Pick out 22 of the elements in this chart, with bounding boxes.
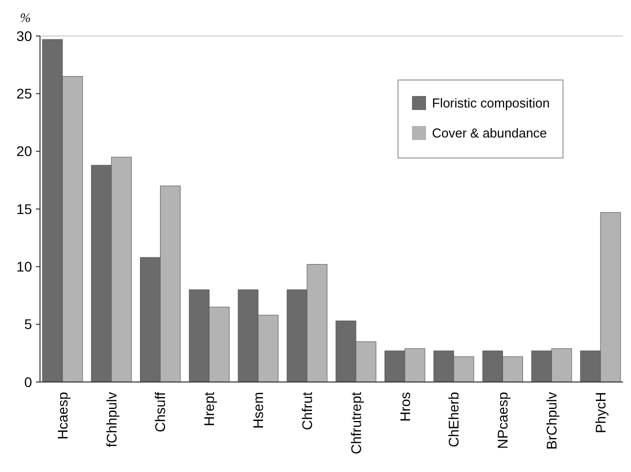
x-tick-label: Hrept xyxy=(201,392,218,426)
x-tick-label: Chsuff xyxy=(152,392,168,432)
y-tick-label: 25 xyxy=(16,86,32,102)
legend-label: Cover & abundance xyxy=(432,126,547,141)
y-tick-label: 10 xyxy=(16,258,32,275)
x-tick-label: BrChpulv xyxy=(543,392,560,450)
x-tick-label: Hros xyxy=(396,392,413,422)
x-tick-label: Chfrut xyxy=(298,392,315,430)
x-tick-label: ChEherb xyxy=(446,392,462,448)
y-axis-title: % xyxy=(20,10,31,25)
legend-label: Floristic composition xyxy=(432,96,550,111)
y-tick-label: 30 xyxy=(16,28,32,44)
x-tick-label: Hsem xyxy=(250,392,266,429)
y-tick-label: 15 xyxy=(16,200,32,217)
y-tick-label: 5 xyxy=(24,316,32,332)
x-tick-label: Hcaesp xyxy=(54,392,70,440)
x-tick-label: PhycH xyxy=(592,392,608,434)
y-tick-label: 0 xyxy=(24,374,32,390)
x-tick-label: NPcaesp xyxy=(494,392,511,449)
x-tick-label: Chfrutrept xyxy=(348,392,364,454)
x-tick-label: fChhpulv xyxy=(103,392,120,448)
y-tick-label: 20 xyxy=(16,143,32,160)
